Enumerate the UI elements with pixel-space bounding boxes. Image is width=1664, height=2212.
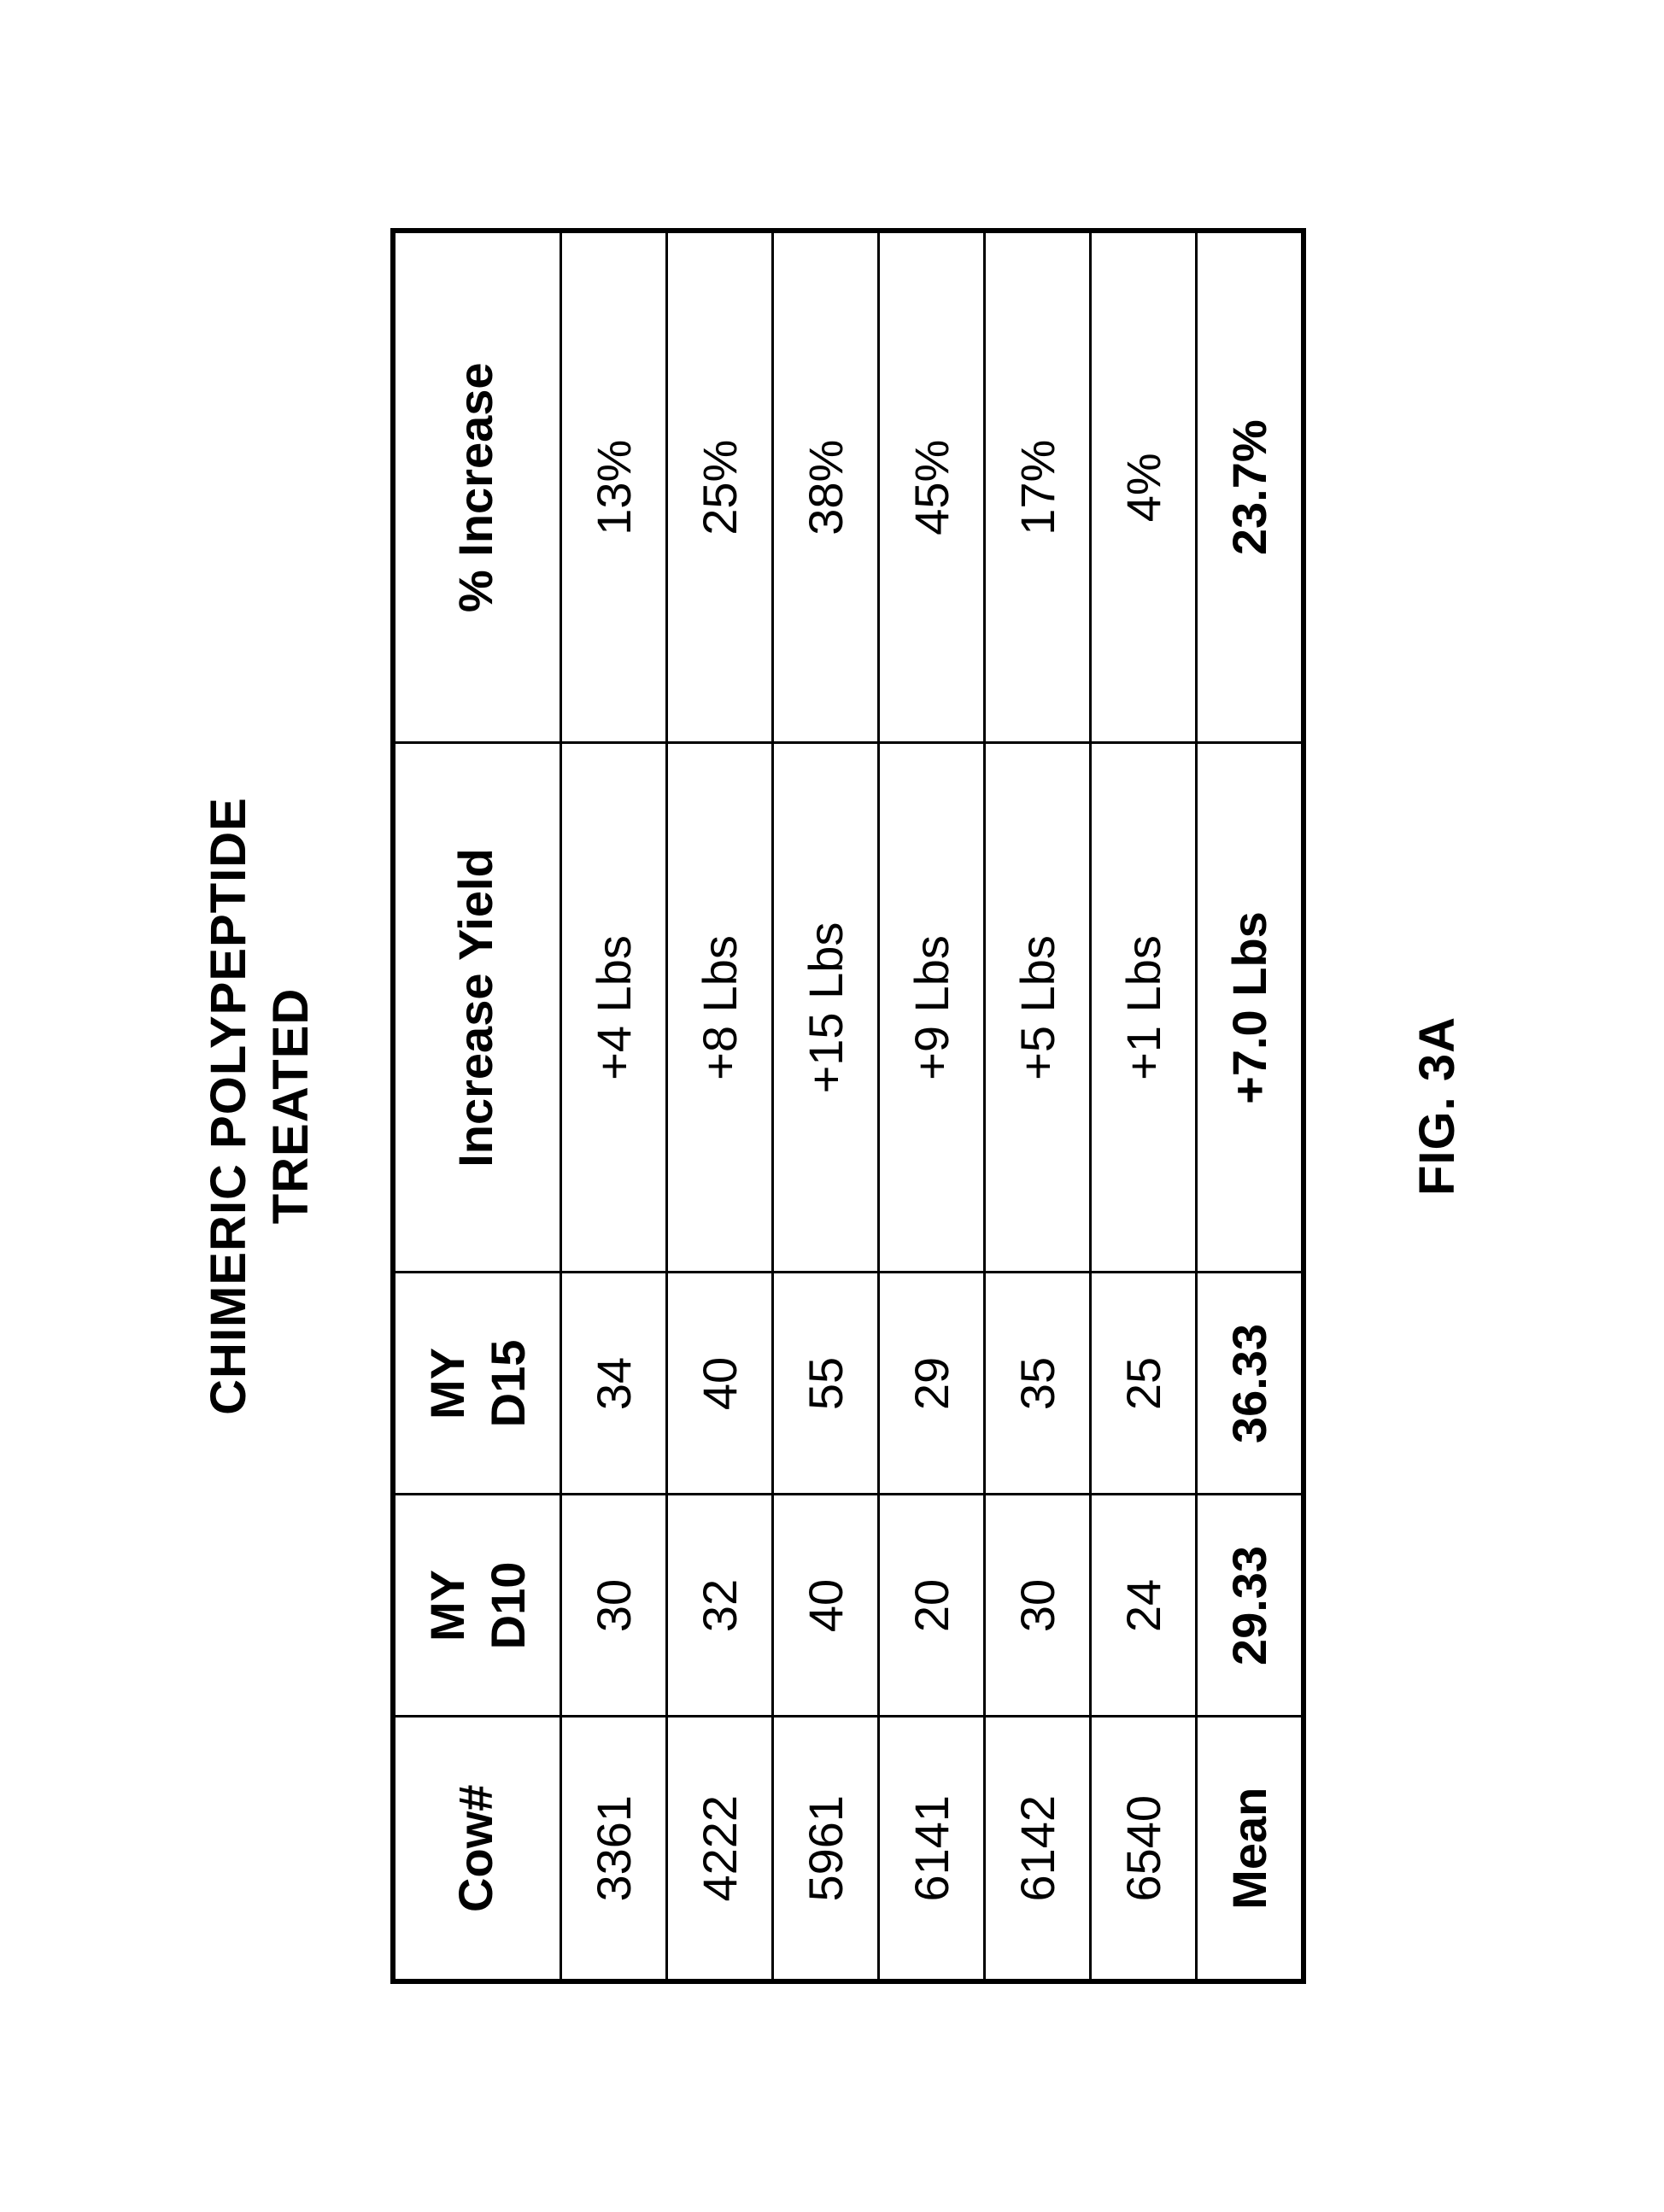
- cell-d15: 34: [561, 1273, 667, 1495]
- rotated-content: CHIMERIC POLYPEPTIDE TREATED Cow# MY: [198, 228, 1466, 1984]
- cell-d10: 30: [985, 1495, 1091, 1717]
- cell-pct: 38%: [773, 231, 879, 743]
- table-body: 33613034+4 Lbs13%42223240+8 Lbs25%596140…: [561, 231, 1304, 1981]
- cell-inc: +5 Lbs: [985, 743, 1091, 1273]
- table-row: 61412029+9 Lbs45%: [879, 231, 985, 1981]
- col-header-inc: Increase Yield: [393, 743, 561, 1273]
- cell-mean-cow: Mean: [1197, 1717, 1304, 1981]
- cell-d10: 20: [879, 1495, 985, 1717]
- figure-label: FIG. 3A: [1409, 1016, 1466, 1196]
- cell-d15: 25: [1091, 1273, 1197, 1495]
- cell-d15: 55: [773, 1273, 879, 1495]
- col-header-d10-label: MY: [420, 1570, 474, 1641]
- table-row: 61423035+5 Lbs17%: [985, 231, 1091, 1981]
- col-header-pct: % Increase: [393, 231, 561, 743]
- cell-inc: +1 Lbs: [1091, 743, 1197, 1273]
- table-header-row: Cow# MY D10 MY D15 Increase Yield: [393, 231, 561, 1981]
- table-row: 42223240+8 Lbs25%: [667, 231, 773, 1981]
- cell-pct: 4%: [1091, 231, 1197, 743]
- title-line-1: CHIMERIC POLYPEPTIDE: [198, 797, 261, 1415]
- cell-mean-d10: 29.33: [1197, 1495, 1304, 1717]
- col-header-cow-label: Cow#: [448, 1785, 502, 1912]
- cell-inc: +9 Lbs: [879, 743, 985, 1273]
- cell-mean-d15: 36.33: [1197, 1273, 1304, 1495]
- cell-cow: 6142: [985, 1717, 1091, 1981]
- cell-pct: 13%: [561, 231, 667, 743]
- cell-pct: 45%: [879, 231, 985, 743]
- cell-d15: 40: [667, 1273, 773, 1495]
- col-header-d15: MY D15: [393, 1273, 561, 1495]
- cell-mean-pct: 23.7%: [1197, 231, 1304, 743]
- table-row: 33613034+4 Lbs13%: [561, 231, 667, 1981]
- cell-d15: 35: [985, 1273, 1091, 1495]
- cell-cow: 3361: [561, 1717, 667, 1981]
- cell-cow: 6540: [1091, 1717, 1197, 1981]
- data-table: Cow# MY D10 MY D15 Increase Yield: [390, 228, 1306, 1984]
- col-header-pct-label: % Increase: [448, 362, 502, 612]
- cell-pct: 17%: [985, 231, 1091, 743]
- col-header-d15-label: MY: [420, 1348, 474, 1419]
- cell-cow: 6141: [879, 1717, 985, 1981]
- col-header-inc-label: Increase Yield: [448, 848, 502, 1167]
- cell-cow: 5961: [773, 1717, 879, 1981]
- cell-d10: 32: [667, 1495, 773, 1717]
- cell-inc: +15 Lbs: [773, 743, 879, 1273]
- col-header-d10: MY D10: [393, 1495, 561, 1717]
- cell-d10: 24: [1091, 1495, 1197, 1717]
- page: CHIMERIC POLYPEPTIDE TREATED Cow# MY: [0, 0, 1664, 2212]
- cell-d10: 40: [773, 1495, 879, 1717]
- col-header-cow: Cow#: [393, 1717, 561, 1981]
- title-block: CHIMERIC POLYPEPTIDE TREATED: [198, 797, 322, 1415]
- table-row: 65402425+1 Lbs4%: [1091, 231, 1197, 1981]
- cell-inc: +4 Lbs: [561, 743, 667, 1273]
- title-line-2: TREATED: [261, 797, 323, 1415]
- cell-pct: 25%: [667, 231, 773, 743]
- cell-d15: 29: [879, 1273, 985, 1495]
- col-header-d15-sub: D15: [480, 1290, 536, 1478]
- col-header-d10-sub: D10: [480, 1512, 536, 1700]
- cell-mean-inc: +7.0 Lbs: [1197, 743, 1304, 1273]
- table-row-mean: Mean29.3336.33+7.0 Lbs23.7%: [1197, 231, 1304, 1981]
- cell-d10: 30: [561, 1495, 667, 1717]
- table-row: 59614055+15 Lbs38%: [773, 231, 879, 1981]
- cell-cow: 4222: [667, 1717, 773, 1981]
- cell-inc: +8 Lbs: [667, 743, 773, 1273]
